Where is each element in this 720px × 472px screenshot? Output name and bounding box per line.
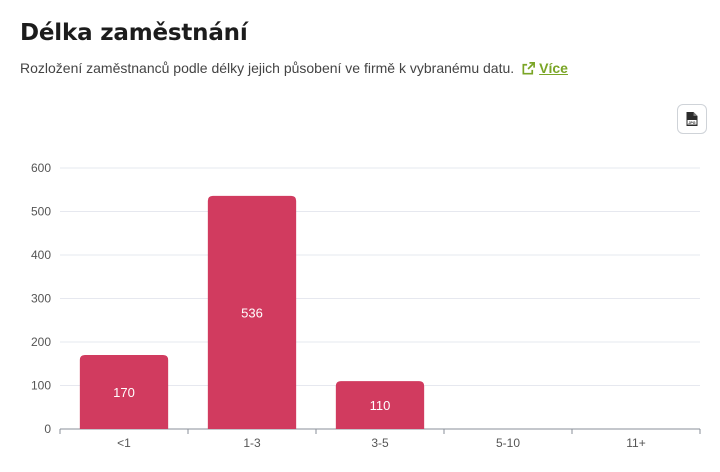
y-tick-label: 300 (31, 292, 51, 306)
y-tick-label: 500 (31, 205, 51, 219)
y-tick-label: 200 (31, 335, 51, 349)
bar-data-label: 536 (241, 305, 263, 320)
bar (79, 355, 169, 429)
y-tick-label: 0 (44, 422, 51, 436)
bar-data-label: 170 (113, 385, 135, 400)
file-jpg-icon: JPG (686, 112, 698, 126)
more-link[interactable]: Více (521, 60, 568, 76)
page-title: Délka zaměstnání (20, 20, 248, 46)
export-jpg-button[interactable]: JPG (677, 104, 707, 134)
file-jpg-badge: JPG (688, 121, 695, 125)
y-tick-label: 100 (31, 379, 51, 393)
x-tick-label: <1 (117, 436, 131, 450)
x-tick-label: 11+ (626, 436, 645, 450)
bar-data-label: 110 (370, 398, 391, 413)
x-tick-label: 5-10 (496, 436, 520, 450)
bar (207, 195, 297, 429)
x-tick-label: 3-5 (371, 436, 389, 450)
more-link-label: Více (539, 60, 568, 76)
subtitle-text: Rozložení zaměstnanců podle délky jejich… (20, 60, 515, 76)
external-link-icon (522, 61, 536, 74)
bar (335, 381, 425, 429)
page-subtitle: Rozložení zaměstnanců podle délky jejich… (20, 60, 568, 76)
y-tick-label: 600 (31, 161, 51, 175)
x-tick-label: 1-3 (243, 436, 261, 450)
y-tick-label: 400 (31, 248, 51, 262)
bar-chart: 0 100 200 300 400 500 600 170 <1 536 1-3 110 3-5 5-10… (31, 161, 701, 450)
